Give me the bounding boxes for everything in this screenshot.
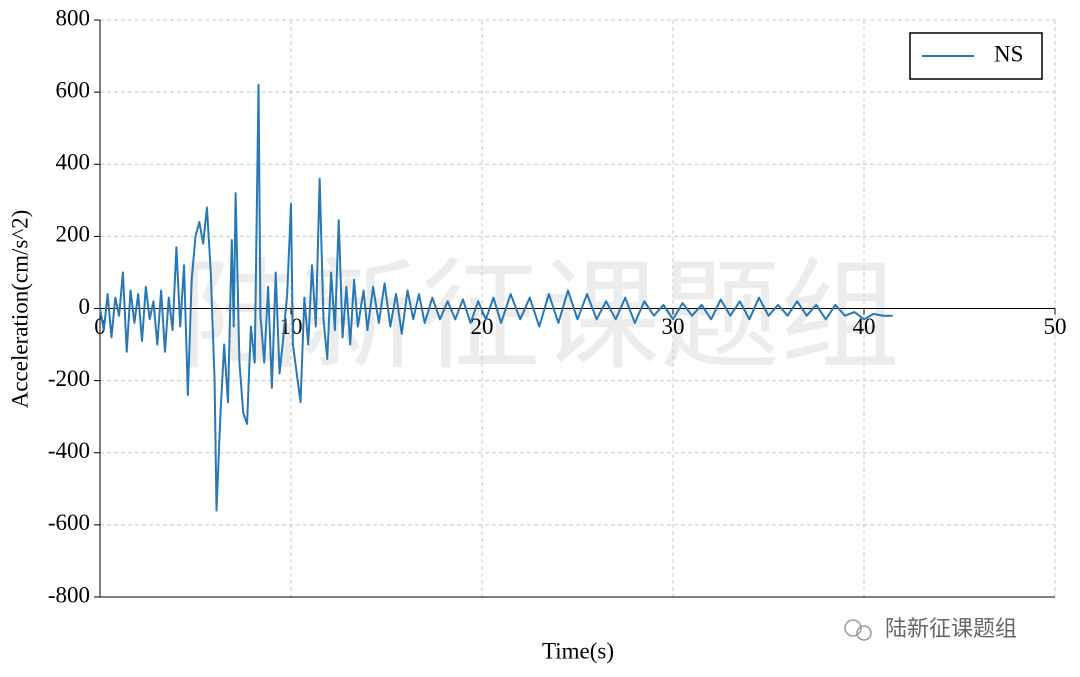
x-axis-label: Time(s) [542, 638, 614, 663]
y-tick-label: -600 [48, 510, 90, 535]
x-tick-label: 20 [471, 314, 494, 339]
y-tick-label: -400 [48, 438, 90, 463]
y-tick-label: 400 [56, 150, 91, 175]
data-line [99, 83, 893, 512]
source: 陆新征课题组 [885, 617, 1017, 642]
y-tick-label: 200 [56, 222, 91, 247]
source-logo [844, 619, 872, 641]
x-tick-label: 40 [853, 314, 876, 339]
watermark: 陆新征课题组 [180, 248, 900, 387]
y-tick-label: 600 [56, 77, 91, 102]
x-tick-label: 50 [1044, 314, 1067, 339]
y-tick-label: 800 [56, 5, 91, 30]
y-tick-label: -800 [48, 582, 90, 607]
y-tick-label: 0 [79, 294, 91, 319]
y-axis-label: Acceleration(cm/s^2) [7, 210, 32, 409]
legend-label: NS [994, 41, 1023, 66]
x-tick-label: 30 [662, 314, 685, 339]
y-tick-label: -200 [48, 366, 90, 391]
